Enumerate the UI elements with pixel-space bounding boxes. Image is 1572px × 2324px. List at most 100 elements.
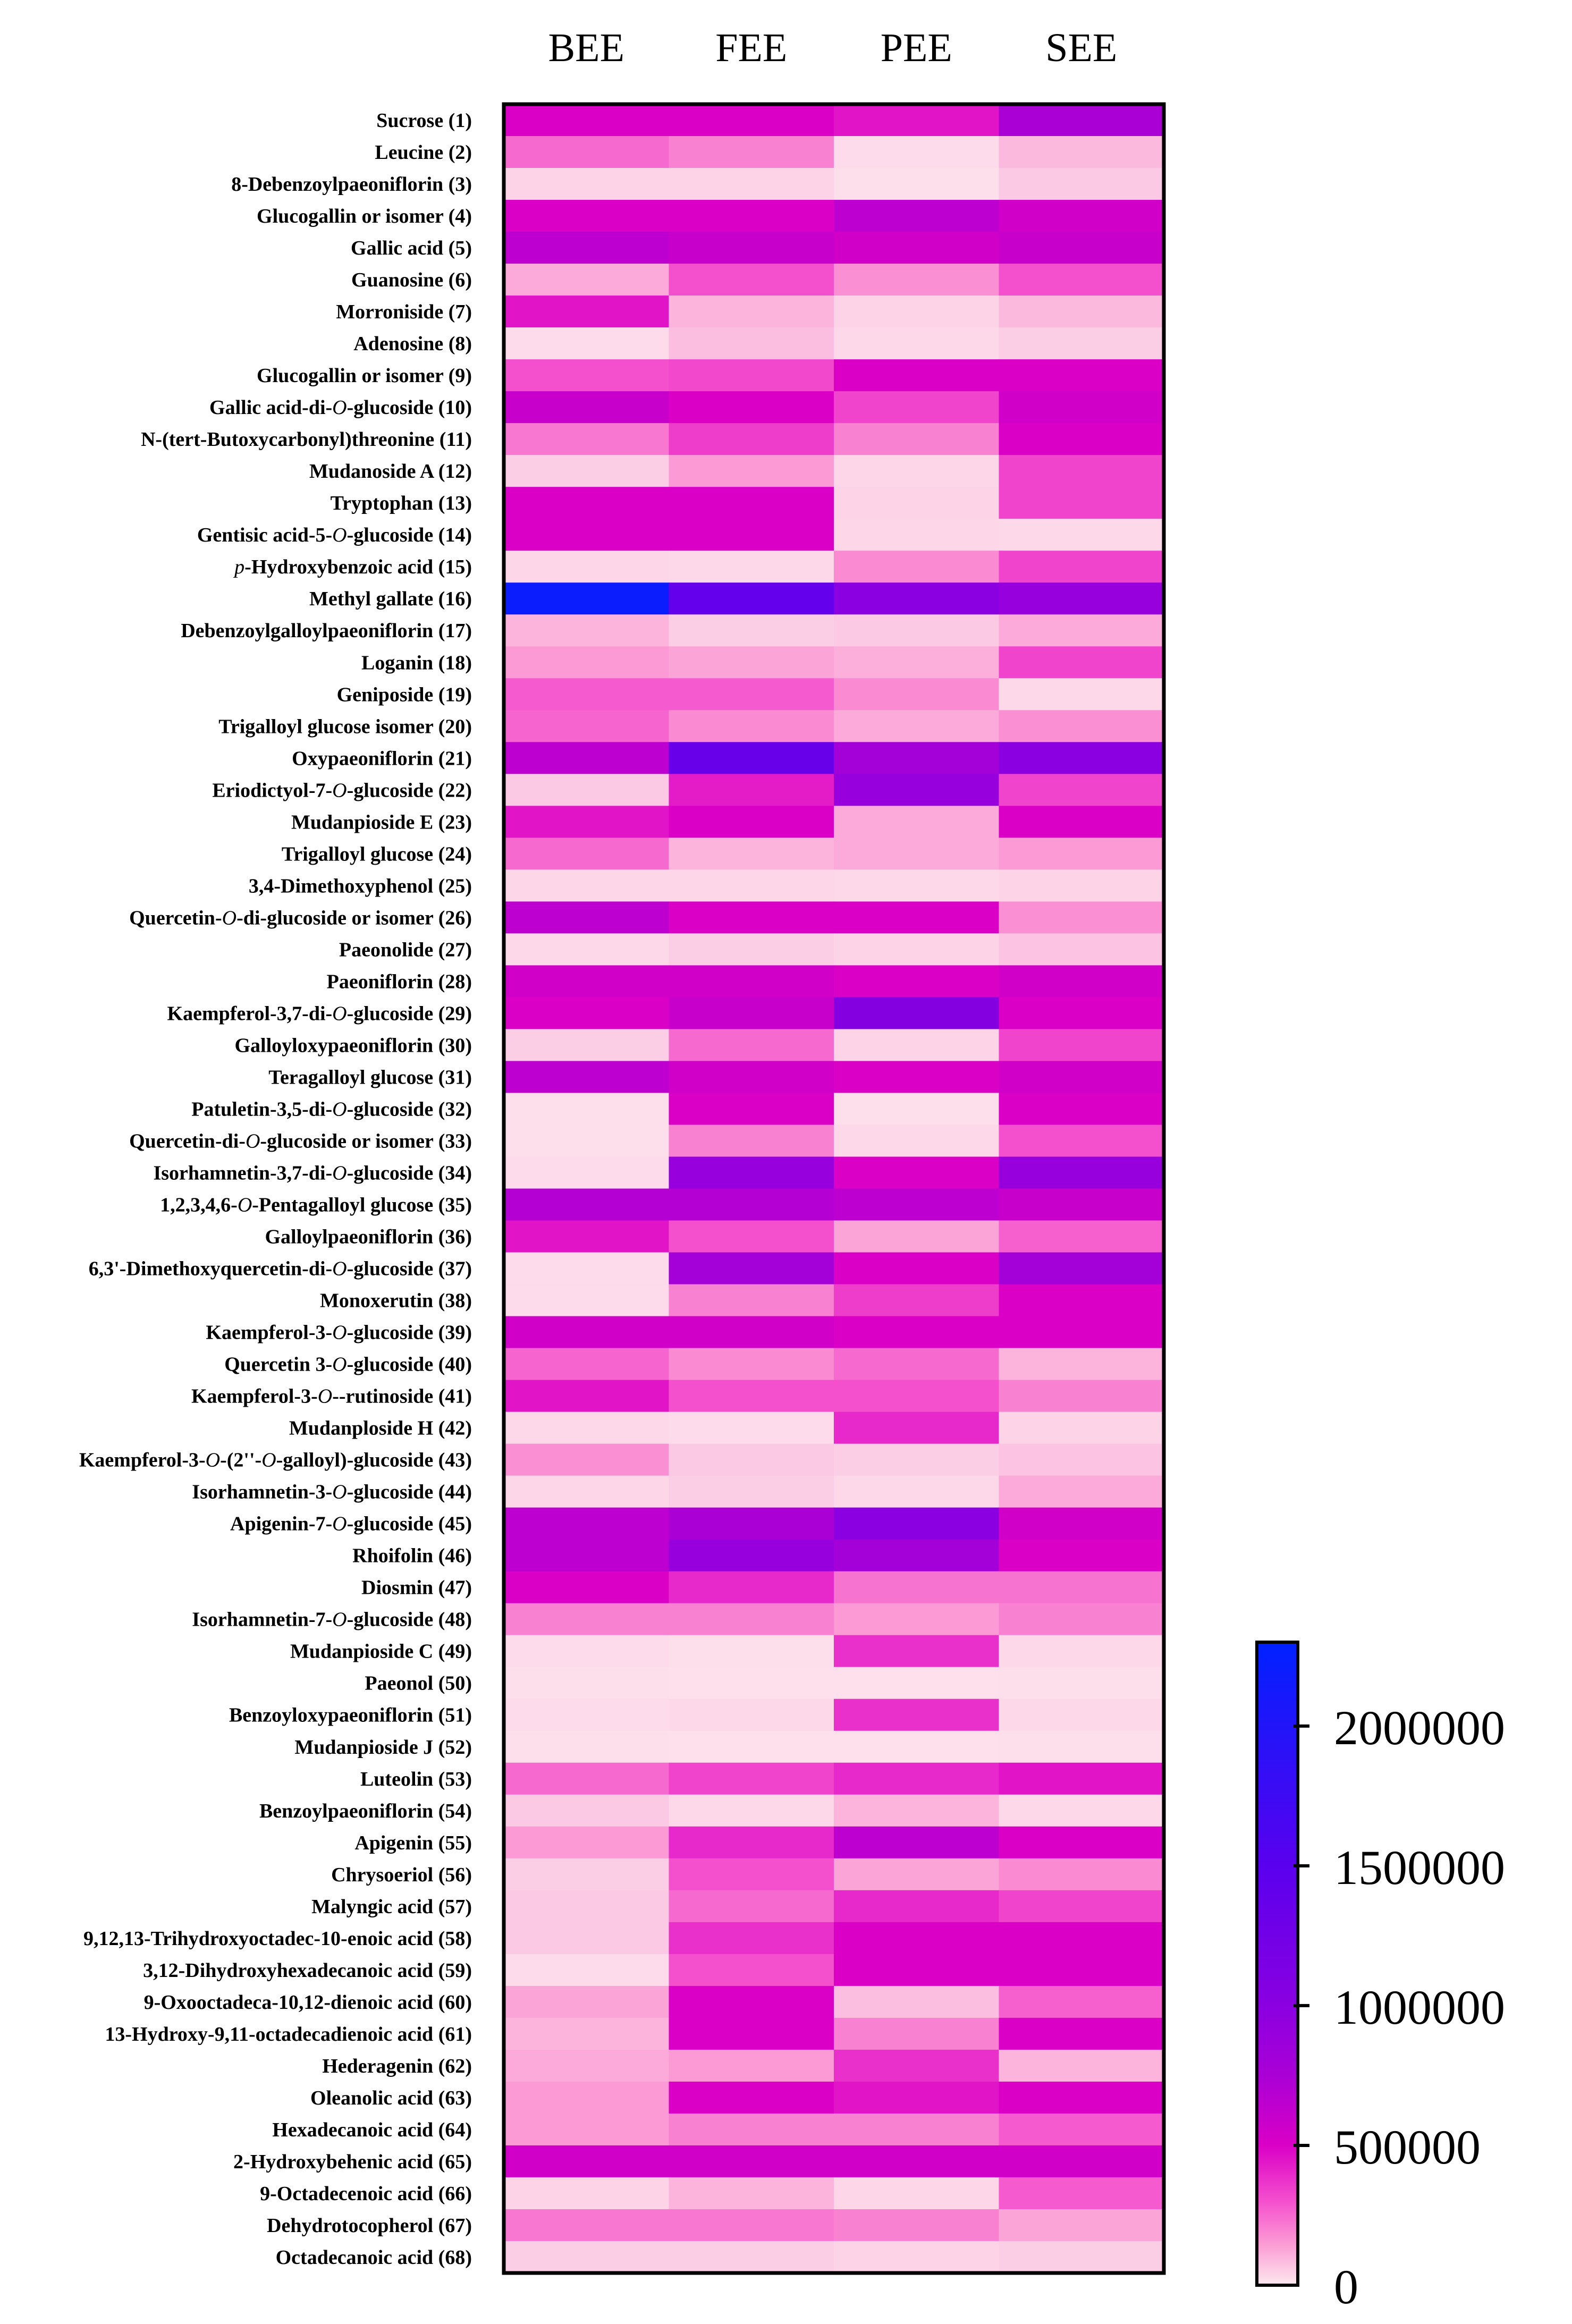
heatmap-cell [999,423,1164,455]
heatmap-cell [504,519,670,551]
heatmap-cell [504,104,670,137]
heatmap-cell [834,551,1000,583]
heatmap-cell [999,1539,1164,1572]
heatmap-cell [999,1093,1164,1126]
row-label: Isorhamnetin-7-O-glucoside (48) [192,1609,472,1631]
heatmap-cell [669,646,834,679]
heatmap-cell [669,774,834,806]
heatmap-cell [669,1954,834,1987]
heatmap-cell [504,1635,670,1668]
row-label: Quercetin 3-O-glucoside (40) [224,1354,472,1376]
row-label: Glucogallin or isomer (4) [257,205,472,227]
heatmap-cell [504,806,670,838]
heatmap-cell [504,1156,670,1189]
heatmap-cell [999,1698,1164,1731]
heatmap-cell [504,1826,670,1859]
heatmap-cell [999,1762,1164,1795]
heatmap-cell [999,1890,1164,1923]
row-label: Kaempferol-3-O-(2''-O-galloyl)-glucoside… [79,1449,472,1472]
heatmap-cell [669,1826,834,1859]
row-label: Morroniside (7) [336,301,472,323]
heatmap-cell [999,710,1164,742]
heatmap-cell [834,295,1000,328]
row-label: Paeonolide (27) [339,939,472,961]
row-label: Mudanploside H (42) [289,1417,472,1440]
heatmap-cell [999,1252,1164,1285]
heatmap-cell [834,1093,1000,1126]
heatmap-cell [834,1730,1000,1763]
heatmap-cell [999,933,1164,966]
row-label: Diosmin (47) [361,1577,472,1599]
heatmap-cell [999,136,1164,168]
heatmap-cell [504,774,670,806]
heatmap-cell [834,1507,1000,1540]
heatmap-cell [504,2145,670,2178]
heatmap-cell [669,423,834,455]
heatmap-cell [504,2209,670,2242]
heatmap-cell [834,1284,1000,1317]
row-label: Dehydrotocopherol (67) [267,2215,472,2237]
heatmap-cell [504,1794,670,1827]
row-label: 3,4-Dimethoxyphenol (25) [249,875,472,897]
colorbar-tick-label: 1500000 [1334,1840,1505,1895]
row-labels: Sucrose (1) Leucine (2) 8-Debenzoylpaeonif… [79,109,472,2269]
row-label: Rhoifolin (46) [352,1545,472,1567]
heatmap-cell [999,1316,1164,1349]
heatmap-cell [504,614,670,647]
heatmap-cell [669,455,834,487]
heatmap-cell [504,359,670,392]
heatmap-cell [999,1507,1164,1540]
heatmap-cell [504,423,670,455]
heatmap-cell [504,2081,670,2114]
heatmap-cell [999,455,1164,487]
heatmap-cell [834,359,1000,392]
heatmap-cell [669,200,834,232]
heatmap-cell [504,710,670,742]
heatmap-cell [834,774,1000,806]
heatmap-cell [669,1985,834,2018]
heatmap-cell [669,1890,834,1923]
heatmap-cell [669,1093,834,1126]
row-label: 6,3'-Dimethoxyquercetin-di-O-glucoside (… [89,1258,472,1280]
column-label-pee: PEE [881,26,952,70]
heatmap-cell [504,1890,670,1923]
row-label: Benzoylpaeoniflorin (54) [259,1800,472,1822]
row-label: Gentisic acid-5-O-glucoside (14) [197,524,472,546]
heatmap-cell [504,391,670,424]
heatmap-cell [669,359,834,392]
heatmap-cell [999,1061,1164,1094]
row-label: Octadecanoic acid (68) [276,2246,472,2269]
heatmap-cell [999,359,1164,392]
row-label: Teragalloyl glucose (31) [268,1066,472,1088]
heatmap-cell [999,1635,1164,1668]
heatmap-cell [504,582,670,615]
heatmap-cell [999,1954,1164,1987]
heatmap-cell [669,806,834,838]
heatmap-cell [999,295,1164,328]
heatmap-cell [834,1922,1000,1955]
heatmap-cell [669,1730,834,1763]
heatmap-cell [504,200,670,232]
row-label: 3,12-Dihydroxyhexadecanoic acid (59) [143,1959,472,1982]
heatmap-cell [999,1380,1164,1413]
heatmap-cell [999,168,1164,200]
heatmap-cell [834,1985,1000,2018]
heatmap-cell [504,678,670,711]
heatmap-cell [669,965,834,998]
heatmap-cell [834,2113,1000,2146]
heatmap-cell [834,2049,1000,2082]
heatmap-cell [999,742,1164,774]
heatmap-cell [999,1826,1164,1859]
heatmap-cell [834,391,1000,424]
row-label: Tryptophan (13) [331,492,472,514]
heatmap-cell [504,1348,670,1381]
heatmap-cell [669,1188,834,1221]
heatmap-cell [504,1125,670,1157]
heatmap-cell [669,678,834,711]
heatmap-cell [669,1507,834,1540]
heatmap-cell [669,1603,834,1636]
heatmap-cell [504,2177,670,2210]
heatmap-cell [669,2145,834,2178]
heatmap-cell [504,1061,670,1094]
heatmap-cell [834,1348,1000,1381]
